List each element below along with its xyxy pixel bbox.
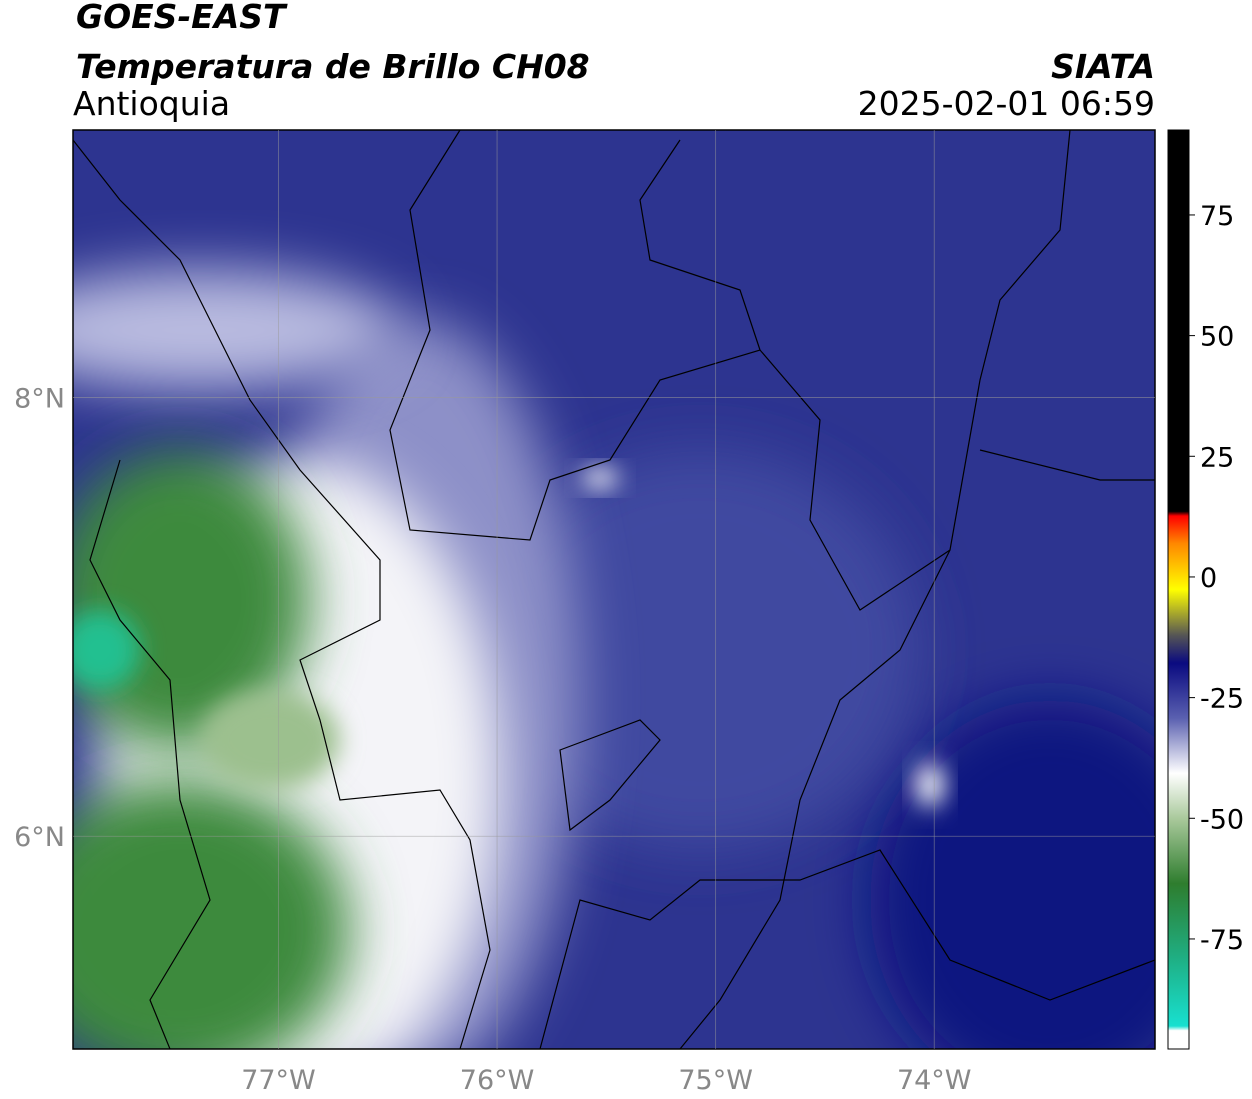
subtitle: Temperatura de Brillo CH08	[76, 47, 590, 86]
y-tick-label: 8°N	[14, 384, 65, 415]
region: Antioquia	[73, 84, 230, 123]
colorbar-tick-label: 50	[1200, 322, 1234, 353]
colorbar-tick-label: 75	[1200, 201, 1234, 232]
colorbar	[1167, 129, 1190, 1050]
map-frame	[72, 129, 1156, 1050]
colorbar-tick-label: -75	[1200, 925, 1244, 956]
colorbar-tick-label: 0	[1200, 563, 1217, 594]
colorbar-tick-label: 25	[1200, 442, 1234, 473]
colorbar-tick-label: -50	[1200, 804, 1244, 835]
x-tick-label: 77°W	[241, 1065, 316, 1096]
agency: SIATA	[1051, 47, 1155, 86]
title: GOES-EAST	[76, 0, 288, 36]
x-tick-label: 74°W	[897, 1065, 972, 1096]
x-tick-label: 76°W	[460, 1065, 535, 1096]
x-tick-label: 75°W	[678, 1065, 753, 1096]
y-tick-label: 6°N	[14, 822, 65, 853]
map-image	[73, 130, 1155, 1049]
datetime: 2025-02-01 06:59	[858, 84, 1155, 123]
colorbar-tick-label: -25	[1200, 684, 1244, 715]
